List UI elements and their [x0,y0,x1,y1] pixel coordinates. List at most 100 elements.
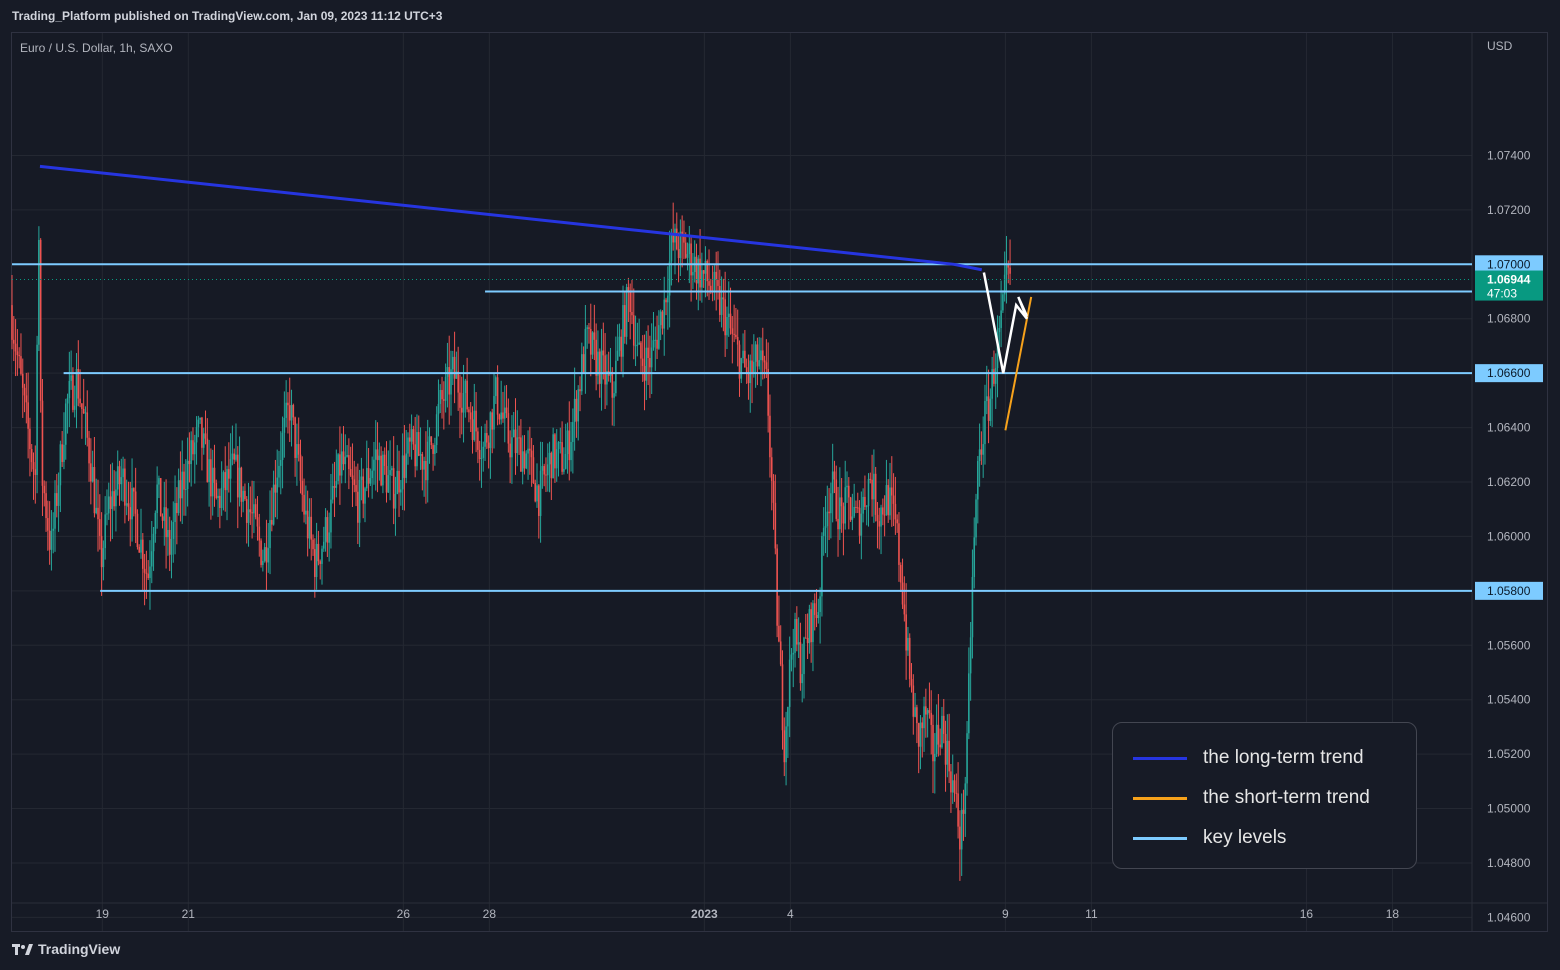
candle-body [765,362,768,369]
candle-body [18,355,20,357]
candle-down [518,425,520,455]
candle-body [59,444,62,486]
candle-body [783,730,786,763]
price-badge-text: 1.06600 [1487,366,1531,380]
y-tick-label: 1.06000 [1487,529,1531,543]
candle-body [369,478,372,484]
candle-up [609,347,612,383]
x-tick-label: 4 [787,907,794,921]
candle-down [312,534,314,556]
candle-body [598,351,601,384]
candle-body [1002,294,1004,311]
candle-body [681,231,683,236]
candle-body [864,496,866,507]
candle-body [457,371,459,393]
candle-down [292,403,295,425]
candle-up [174,475,176,555]
candle-body [874,473,877,515]
candle-body [281,432,284,461]
candle-down [878,507,881,550]
candle-down [595,323,597,391]
candle-up [480,426,483,488]
candle-down [425,431,427,504]
candle-body [597,351,599,376]
candle-body [41,400,44,486]
candle-body [274,484,277,493]
candle-body [731,328,734,334]
candle-body [724,299,726,336]
candle-down [718,269,721,322]
candle-body [645,347,648,381]
candle-body [534,482,537,502]
candle-down [265,519,268,591]
candle-body [285,402,287,418]
candle-down [86,390,89,447]
candle-up [686,242,689,271]
candle-body [267,548,270,563]
candle-body [330,499,332,533]
candle-body [566,430,569,455]
candle-body [448,367,451,395]
candle-body [876,514,879,522]
candle-body [935,724,938,754]
candle-body [278,465,280,478]
candle-body [109,496,112,509]
candle-down [134,467,137,544]
candle-up [54,480,56,552]
brand[interactable]: TradingView [12,941,120,957]
candle-body [951,780,954,793]
currency-label: USD [1487,39,1513,53]
candle-body [686,254,689,258]
candle-up [521,435,524,485]
candle-down [136,509,139,550]
candle-up [394,476,397,536]
candle-up [873,449,875,523]
candle-body [715,271,717,281]
candle-up [382,451,384,494]
candle-down [505,385,508,418]
candle-body [403,455,406,478]
candle-up [581,342,583,395]
candle-body [122,468,124,478]
candle-down [206,418,209,483]
candle-body [925,706,927,715]
candle-body [434,445,436,454]
candle-down [339,426,341,505]
candle-body [980,449,983,455]
candle-down [932,714,934,794]
candle-up [163,481,166,546]
candle-body [496,377,499,415]
candle-body [921,722,924,729]
candle-body [367,468,370,484]
candle-down [20,333,22,376]
candle-up [559,427,562,454]
candle-body [12,339,15,344]
candle-body [964,783,967,814]
candle-down [301,456,304,512]
candle-body [38,239,40,345]
candle-up [75,353,78,429]
candle-down [869,472,872,484]
candle-body [806,638,809,644]
candle-body [355,485,357,492]
price-badge-1.07000: 1.07000 [1475,255,1543,274]
candle-body [532,457,535,483]
candle-body [588,327,590,329]
candle-body [321,548,323,564]
candle-down [774,474,777,555]
candle-body [616,350,619,361]
candle-body [1009,267,1011,274]
candle-body [851,516,854,520]
candle-body [640,342,642,359]
candle-down [81,403,83,439]
candle-body [849,497,852,520]
candle-body [796,619,798,645]
candle-down [303,478,305,523]
candle-body [179,480,182,499]
candle-body [946,740,949,765]
candle-down [507,398,510,453]
candle-down [731,316,734,364]
candle-up [281,416,284,489]
candle-body [265,547,268,563]
